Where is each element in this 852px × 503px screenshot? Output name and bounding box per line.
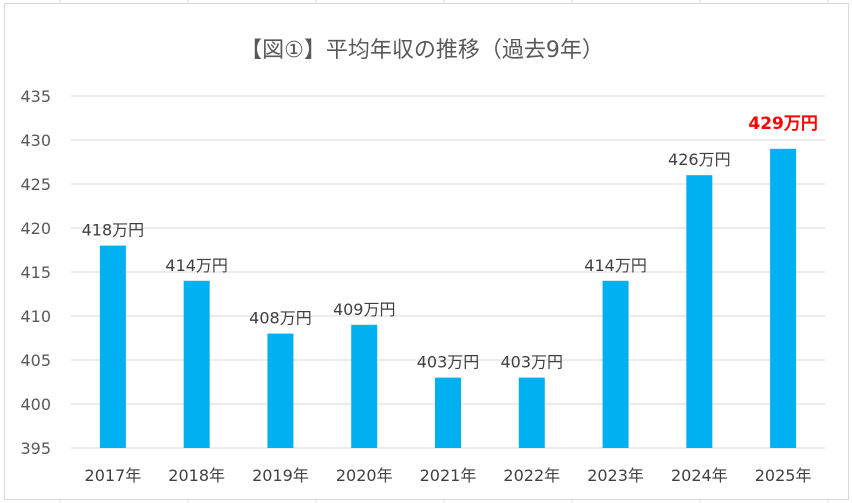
data-label: 414万円 <box>584 256 647 275</box>
y-tick-label: 425 <box>20 175 51 194</box>
x-tick-label: 2019年 <box>252 466 309 485</box>
bar[interactable] <box>435 377 461 448</box>
chart-area[interactable]: 【図①】平均年収の推移（過去9年） 395 400 405 410 415 420 425 4… <box>4 3 849 500</box>
x-tick-label: 2022年 <box>503 466 560 485</box>
data-label-highlight: 429万円 <box>748 114 818 134</box>
y-tick-label: 400 <box>20 395 51 414</box>
bar-chart: 【図①】平均年収の推移（過去9年） 395 400 405 410 415 420 425 4… <box>20 38 825 485</box>
x-tick-label: 2020年 <box>336 466 393 485</box>
x-tick-label: 2017年 <box>85 466 142 485</box>
data-label: 426万円 <box>668 150 731 169</box>
bar[interactable] <box>518 377 545 448</box>
x-tick-label: 2021年 <box>420 466 477 485</box>
y-tick-label: 405 <box>20 351 51 370</box>
y-tick-label: 410 <box>20 307 51 326</box>
bar[interactable] <box>351 324 378 448</box>
y-tick-label: 415 <box>20 263 51 282</box>
data-label: 418万円 <box>82 221 145 240</box>
bar[interactable] <box>602 280 629 448</box>
x-tick-label: 2024年 <box>671 466 728 485</box>
y-tick-label: 395 <box>20 439 51 458</box>
x-axis-tick-labels: 2017年 2018年 2019年 2020年 2021年 2022年 2023年 2024年… <box>85 466 812 485</box>
data-label: 403万円 <box>417 353 480 372</box>
y-tick-label: 435 <box>20 87 51 106</box>
bars <box>99 148 797 449</box>
data-labels: 418万円 414万円 408万円 409万円 403万円 403万円 414万円 426万円… <box>82 114 818 372</box>
bar[interactable] <box>686 175 713 448</box>
data-label: 414万円 <box>165 256 228 275</box>
bar[interactable] <box>99 245 126 448</box>
data-label: 408万円 <box>249 309 312 328</box>
y-tick-label: 420 <box>20 219 51 238</box>
bar[interactable] <box>267 333 294 448</box>
y-tick-label: 430 <box>20 131 51 150</box>
chart-title: 【図①】平均年収の推移（過去9年） <box>240 38 604 63</box>
x-tick-label: 2018年 <box>168 466 225 485</box>
data-label: 403万円 <box>501 353 564 372</box>
data-label: 409万円 <box>333 300 396 319</box>
x-tick-label: 2025年 <box>755 466 812 485</box>
x-tick-label: 2023年 <box>587 466 644 485</box>
y-axis-tick-labels: 395 400 405 410 415 420 425 430 435 <box>20 87 51 458</box>
bar[interactable] <box>770 148 797 449</box>
bar[interactable] <box>183 280 210 448</box>
